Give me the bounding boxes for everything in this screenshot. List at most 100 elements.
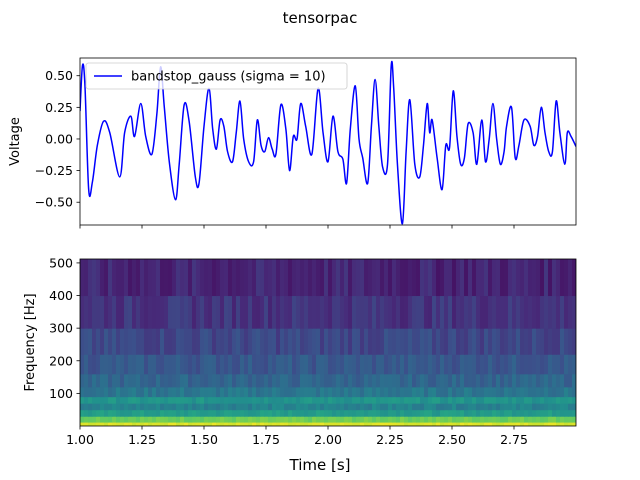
spectrogram-cell bbox=[84, 295, 89, 329]
spectrogram-panel: 100 200 300 400 500 1.00 1.25 1.50 1.75 2.00 2.25… bbox=[23, 255, 577, 474]
spectrogram-cell bbox=[552, 396, 557, 404]
voltage-axis-label: Voltage bbox=[8, 117, 23, 166]
spectrogram-cell bbox=[488, 416, 493, 423]
spectrogram-cell bbox=[308, 354, 313, 375]
spectrogram-cell bbox=[84, 396, 89, 404]
spectrogram-cell bbox=[112, 416, 117, 423]
spectrogram-cell bbox=[84, 373, 89, 388]
spectrogram-cell bbox=[108, 328, 113, 355]
spectrogram-cell bbox=[408, 328, 413, 355]
spectrogram-cell bbox=[124, 295, 129, 329]
spectrogram-cell bbox=[500, 259, 505, 297]
spectrogram-cell bbox=[532, 328, 537, 355]
spectrogram-cell bbox=[348, 259, 353, 297]
spectrogram-cell bbox=[292, 409, 297, 417]
spectrogram-cell bbox=[480, 354, 485, 375]
spectrogram-cell bbox=[300, 422, 305, 426]
spectrogram-cell bbox=[404, 422, 409, 426]
spectrogram-cell bbox=[184, 409, 189, 417]
spectrogram-cell bbox=[384, 396, 389, 404]
spectrogram-cell bbox=[356, 386, 361, 398]
spectrogram-cell bbox=[276, 409, 281, 417]
spectrogram-cell bbox=[568, 416, 573, 423]
spectrogram-cell bbox=[228, 259, 233, 297]
spectrogram-cell bbox=[268, 409, 273, 417]
spectrogram-cell bbox=[340, 409, 345, 417]
spectrogram-cell bbox=[376, 354, 381, 375]
spectrogram-cell bbox=[256, 409, 261, 417]
spectrogram-cell bbox=[204, 403, 209, 411]
spectrogram-cell bbox=[308, 396, 313, 404]
spectrogram-cell bbox=[428, 422, 433, 426]
spectrogram-cell bbox=[444, 328, 449, 355]
spectrogram-cell bbox=[108, 386, 113, 398]
spectrogram-cell bbox=[280, 354, 285, 375]
spectrogram-cell bbox=[80, 403, 85, 411]
spectrogram-cell bbox=[404, 328, 409, 355]
spectrogram-cell bbox=[356, 422, 361, 426]
spectrogram-cell bbox=[104, 396, 109, 404]
spectrogram-cell bbox=[464, 396, 469, 404]
spectrogram-cell bbox=[520, 396, 525, 404]
spectrogram-cell bbox=[92, 295, 97, 329]
spectrogram-cell bbox=[196, 295, 201, 329]
spectrogram-cell bbox=[444, 409, 449, 417]
spectrogram-cell bbox=[388, 422, 393, 426]
spectrogram-cell bbox=[344, 409, 349, 417]
spectrogram-cell bbox=[192, 259, 197, 297]
spectrogram-cell bbox=[84, 328, 89, 355]
spectrogram-cell bbox=[216, 295, 221, 329]
spectrogram-cell bbox=[528, 422, 533, 426]
spectrogram-cell bbox=[372, 373, 377, 388]
spectrogram-cell bbox=[316, 354, 321, 375]
spectrogram-cell bbox=[528, 328, 533, 355]
spectrogram-cell bbox=[340, 328, 345, 355]
spectrogram-cell bbox=[476, 259, 481, 297]
spectrogram-cell bbox=[516, 373, 521, 388]
spectrogram-cell bbox=[252, 328, 257, 355]
spectrogram-cell bbox=[484, 386, 489, 398]
spectrogram-cell bbox=[184, 396, 189, 404]
spectrogram-cell bbox=[236, 403, 241, 411]
spectrogram-cell bbox=[436, 396, 441, 404]
spectrogram-cell bbox=[88, 259, 93, 297]
spectrogram-cell bbox=[360, 396, 365, 404]
spectrogram-cell bbox=[428, 396, 433, 404]
spectrogram-cell bbox=[144, 403, 149, 411]
spectrogram-cell bbox=[420, 396, 425, 404]
spectrogram-cell bbox=[464, 386, 469, 398]
spectrogram-cell bbox=[212, 373, 217, 388]
spectrogram-cell bbox=[396, 295, 401, 329]
spectrogram-cell bbox=[224, 386, 229, 398]
spectrogram-cell bbox=[240, 354, 245, 375]
spectrogram-cell bbox=[104, 422, 109, 426]
spectrogram-cell bbox=[160, 396, 165, 404]
spectrogram-cell bbox=[116, 403, 121, 411]
spectrogram-cell bbox=[240, 328, 245, 355]
spectrogram-cell bbox=[436, 403, 441, 411]
spectrogram-cell bbox=[152, 373, 157, 388]
spectrogram-cell bbox=[308, 328, 313, 355]
spectrogram-cell bbox=[260, 396, 265, 404]
spectrogram-cell bbox=[116, 295, 121, 329]
spectrogram-cell bbox=[248, 409, 253, 417]
spectrogram-cell bbox=[276, 396, 281, 404]
spectrogram-cell bbox=[128, 386, 133, 398]
spectrogram-cell bbox=[252, 259, 257, 297]
spectrogram-cell bbox=[464, 373, 469, 388]
spectrogram-cell bbox=[428, 354, 433, 375]
spectrogram-cell bbox=[572, 396, 576, 404]
spectrogram-cell bbox=[400, 373, 405, 388]
spectrogram-cell bbox=[476, 396, 481, 404]
spectrogram-cell bbox=[348, 422, 353, 426]
spectrogram-cell bbox=[228, 396, 233, 404]
spectrogram-cell bbox=[484, 409, 489, 417]
spectrogram-cell bbox=[484, 422, 489, 426]
spectrogram-cell bbox=[464, 328, 469, 355]
spectrogram-cell bbox=[432, 259, 437, 297]
spectrogram-cell bbox=[288, 295, 293, 329]
spectrogram-cell bbox=[356, 354, 361, 375]
spectrogram-cell bbox=[360, 409, 365, 417]
spectrogram-cell bbox=[416, 422, 421, 426]
spectrogram-cell bbox=[168, 328, 173, 355]
